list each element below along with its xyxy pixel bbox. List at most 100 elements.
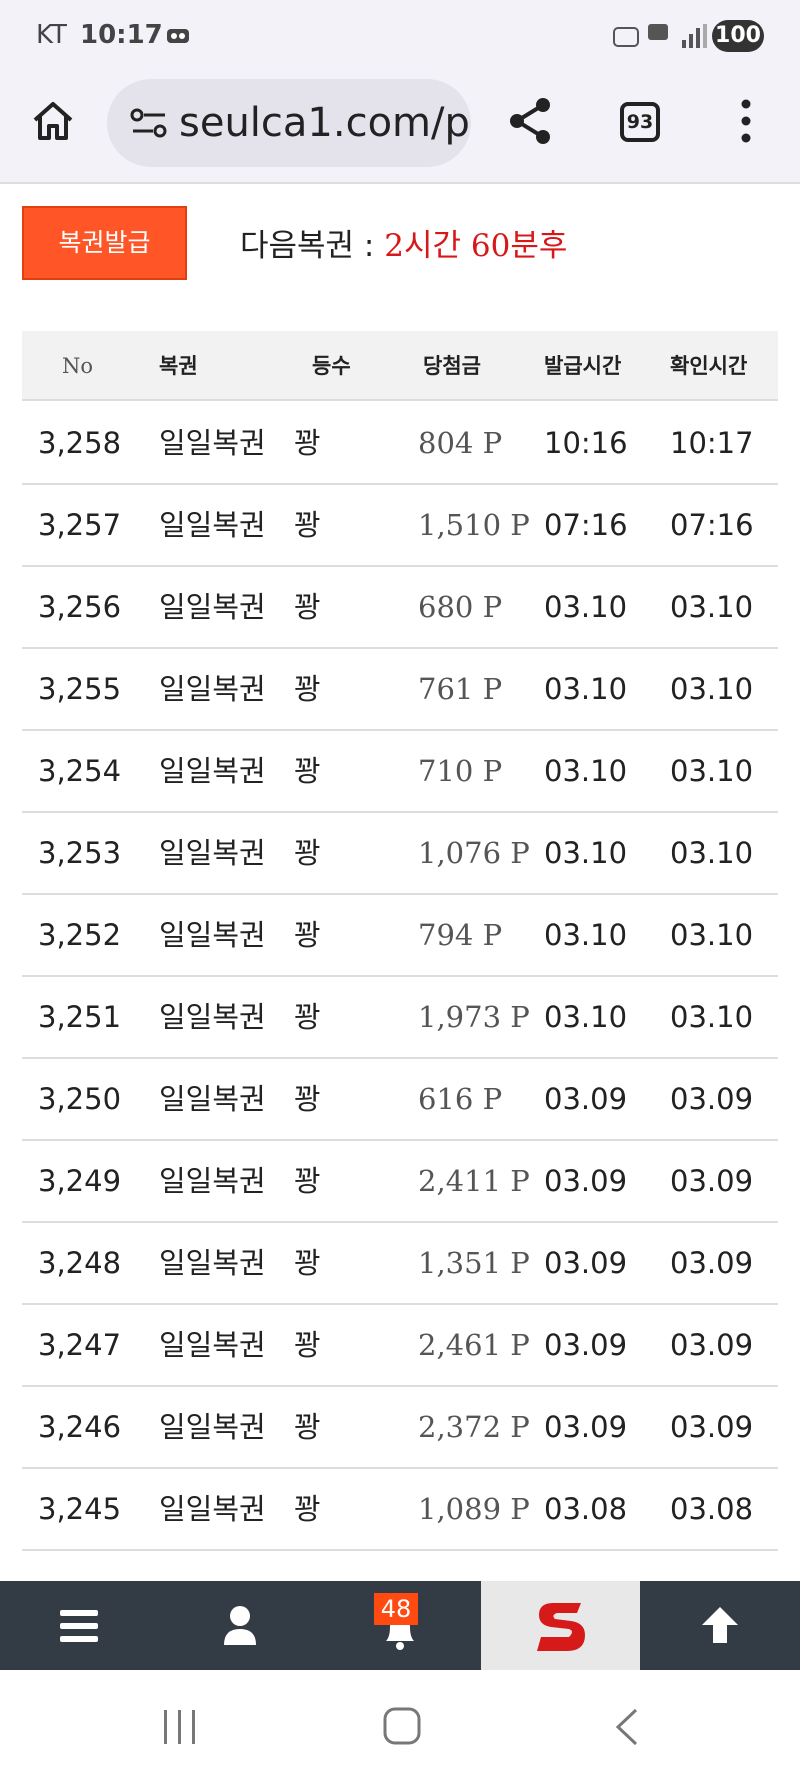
header-cell: 당첨금 xyxy=(423,354,481,378)
table-row: 3,251 일일복권 꽝 1,973 P 03.10 03.10 xyxy=(22,977,778,1059)
rank: 꽝 xyxy=(294,754,321,788)
lottery-table: No 복권 등수 당첨금 발급시간 확인시간 3,258 일일복권 꽝 804 P 10:16 10:… xyxy=(22,331,778,1581)
prize: 804 P xyxy=(418,426,503,460)
rank: 꽝 xyxy=(294,1000,321,1034)
carrier: KT xyxy=(36,20,67,50)
table-row: 3,254 일일복권 꽝 710 P 03.10 03.10 xyxy=(22,731,778,813)
number: 3,245 xyxy=(38,1492,122,1526)
prize: 1,089 P xyxy=(418,1492,530,1526)
prize: 616 P xyxy=(418,1082,503,1116)
number: 3,246 xyxy=(38,1410,122,1444)
number: 3,250 xyxy=(38,1082,122,1116)
table-header: No 복권 등수 당첨금 발급시간 확인시간 xyxy=(22,331,778,401)
checked-time: 03.09 xyxy=(670,1328,754,1362)
bottom-nav: 48 xyxy=(0,1581,800,1670)
home-nav-button[interactable] xyxy=(382,1706,422,1746)
table-row: 3,252 일일복권 꽝 794 P 03.10 03.10 xyxy=(22,895,778,977)
header-cell: 확인시간 xyxy=(670,354,748,378)
lottery-type: 일일복권 xyxy=(159,1164,266,1198)
table-row: 3,246 일일복권 꽝 2,372 P 03.09 03.09 xyxy=(22,1387,778,1469)
rank: 꽝 xyxy=(294,426,321,460)
table-row: 3,250 일일복권 꽝 616 P 03.09 03.09 xyxy=(22,1059,778,1141)
checked-time: 10:17 xyxy=(670,426,754,460)
notification-badge: 48 xyxy=(374,1593,418,1625)
prize: 1,076 P xyxy=(418,836,530,870)
home-button[interactable] xyxy=(30,98,76,144)
lottery-type: 일일복권 xyxy=(159,1082,266,1116)
prize: 2,411 P xyxy=(418,1164,530,1198)
prize: 680 P xyxy=(418,590,503,624)
lottery-type: 일일복권 xyxy=(159,1492,266,1526)
checked-time: 07:16 xyxy=(670,508,754,542)
issued-time: 03.10 xyxy=(544,836,628,870)
menu-button[interactable] xyxy=(736,98,756,144)
checked-time: 03.09 xyxy=(670,1082,754,1116)
issue-button[interactable]: 복권발급 xyxy=(22,206,187,280)
user-icon[interactable] xyxy=(222,1605,258,1645)
table-row: 3,247 일일복권 꽝 2,461 P 03.09 03.09 xyxy=(22,1305,778,1387)
checked-time: 03.10 xyxy=(670,918,754,952)
lottery-type: 일일복권 xyxy=(159,836,266,870)
lottery-type: 일일복권 xyxy=(159,1000,266,1034)
header-cell: No xyxy=(62,354,94,378)
prize: 2,461 P xyxy=(418,1328,530,1362)
recents-button[interactable] xyxy=(160,1710,200,1744)
checked-time: 03.09 xyxy=(670,1246,754,1280)
back-button[interactable] xyxy=(612,1708,642,1746)
lottery-type: 일일복권 xyxy=(159,426,266,460)
table-row: 3,257 일일복권 꽝 1,510 P 07:16 07:16 xyxy=(22,485,778,567)
prize: 794 P xyxy=(418,918,503,952)
menu-icon[interactable] xyxy=(60,1608,100,1644)
table-row: 3,253 일일복권 꽝 1,076 P 03.10 03.10 xyxy=(22,813,778,895)
table-row: 3,245 일일복권 꽝 1,089 P 03.08 03.08 xyxy=(22,1469,778,1551)
url-text: seulca1.com/p xyxy=(179,100,470,146)
rank: 꽝 xyxy=(294,1082,321,1116)
battery: 100 xyxy=(712,20,764,52)
number: 3,252 xyxy=(38,918,122,952)
system-nav xyxy=(0,1670,800,1778)
checked-time: 03.10 xyxy=(670,836,754,870)
site-logo-button[interactable] xyxy=(481,1581,640,1670)
checked-time: 03.09 xyxy=(670,1164,754,1198)
address-bar[interactable]: seulca1.com/p xyxy=(107,79,471,167)
next-lottery: 다음복권 : 2시간 60분후 xyxy=(240,220,567,265)
next-value: 2시간 60분후 xyxy=(384,228,568,264)
issued-time: 03.09 xyxy=(544,1410,628,1444)
number: 3,258 xyxy=(38,426,122,460)
next-label: 다음복권 : xyxy=(240,228,375,264)
lottery-type: 일일복권 xyxy=(159,918,266,952)
site-logo xyxy=(537,1603,585,1651)
prize: 710 P xyxy=(418,754,503,788)
number: 3,256 xyxy=(38,590,122,624)
issued-time: 03.09 xyxy=(544,1328,628,1362)
table-row: 3,249 일일복권 꽝 2,411 P 03.09 03.09 xyxy=(22,1141,778,1223)
share-button[interactable] xyxy=(505,96,555,146)
rank: 꽝 xyxy=(294,1410,321,1444)
issued-time: 03.08 xyxy=(544,1492,628,1526)
issued-time: 07:16 xyxy=(544,508,628,542)
scroll-top-icon[interactable] xyxy=(700,1605,740,1645)
checked-time: 03.08 xyxy=(670,1492,754,1526)
voicemail-icon xyxy=(167,29,189,43)
rank: 꽝 xyxy=(294,1492,321,1526)
lottery-type: 일일복권 xyxy=(159,1410,266,1444)
issued-time: 03.10 xyxy=(544,590,628,624)
signal-icons xyxy=(613,24,707,48)
rank: 꽝 xyxy=(294,1246,321,1280)
tabs-button[interactable]: 93 xyxy=(620,102,660,142)
site-settings-icon xyxy=(130,108,167,138)
lottery-type: 일일복권 xyxy=(159,508,266,542)
table-row: 3,248 일일복권 꽝 1,351 P 03.09 03.09 xyxy=(22,1223,778,1305)
status-bar: KT 10:17 100 xyxy=(0,0,800,74)
checked-time: 03.10 xyxy=(670,590,754,624)
issued-time: 03.10 xyxy=(544,1000,628,1034)
issued-time: 10:16 xyxy=(544,426,628,460)
browser-bar: seulca1.com/p 93 xyxy=(0,74,800,184)
rank: 꽝 xyxy=(294,508,321,542)
checked-time: 03.10 xyxy=(670,1000,754,1034)
header-cell: 복권 xyxy=(159,354,198,378)
prize: 1,510 P xyxy=(418,508,530,542)
number: 3,257 xyxy=(38,508,122,542)
